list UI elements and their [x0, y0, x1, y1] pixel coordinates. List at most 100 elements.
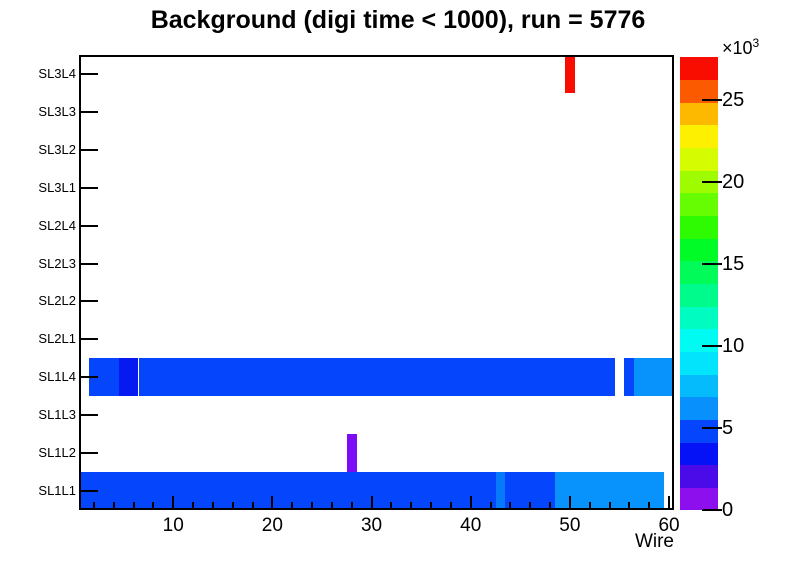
x-axis-minor-tick — [430, 502, 433, 508]
colorbar-band — [680, 487, 718, 511]
x-axis-title: Wire — [634, 531, 674, 552]
y-axis-tick — [81, 490, 98, 493]
colorbar-band — [680, 374, 718, 398]
colorbar-band — [680, 260, 718, 284]
y-axis-tick — [81, 148, 98, 151]
y-axis-tick — [81, 414, 98, 417]
y-axis-tick — [81, 186, 98, 189]
y-axis-label: SL1L2 — [38, 445, 76, 461]
x-axis-minor-tick — [588, 502, 591, 508]
colorbar-band — [680, 328, 718, 352]
x-axis-minor-tick — [390, 502, 393, 508]
plot-frame — [79, 55, 674, 510]
x-axis-minor-tick — [549, 502, 552, 508]
x-axis-minor-tick — [449, 502, 452, 508]
heatmap-cell — [346, 434, 357, 473]
y-axis-label: SL3L4 — [38, 65, 76, 81]
x-axis-major-tick — [271, 496, 274, 508]
colorbar-tick — [702, 344, 722, 347]
x-axis-minor-tick — [251, 502, 254, 508]
y-axis-tick — [81, 224, 98, 227]
y-axis-label: SL1L1 — [38, 483, 76, 499]
heatmap-cell — [79, 472, 496, 510]
colorbar-band — [680, 192, 718, 217]
x-axis-minor-tick — [648, 502, 651, 508]
heatmap-cell — [118, 358, 139, 397]
y-axis-label: SL3L2 — [38, 141, 76, 157]
x-axis-minor-tick — [231, 502, 234, 508]
colorbar-scale-label: ×103 — [722, 36, 759, 59]
heatmap-cell — [138, 358, 615, 397]
colorbar-band — [680, 147, 718, 171]
x-axis-tick-label: 60 — [658, 515, 680, 536]
x-axis-minor-tick — [152, 502, 155, 508]
y-axis-tick — [81, 262, 98, 265]
colorbar-tick-label: 10 — [722, 334, 745, 357]
y-axis-label: SL2L2 — [38, 293, 76, 309]
x-axis-minor-tick — [608, 502, 611, 508]
scale-base: ×10 — [722, 38, 753, 58]
y-axis-tick — [81, 300, 98, 303]
colorbar-tick-label: 20 — [722, 170, 745, 193]
y-axis-tick — [81, 452, 98, 455]
colorbar-tick — [702, 180, 722, 183]
x-axis-minor-tick — [330, 502, 333, 508]
x-axis-major-tick — [172, 496, 175, 508]
colorbar-band — [680, 464, 718, 488]
x-axis-minor-tick — [291, 502, 294, 508]
x-axis-tick-label: 50 — [559, 515, 581, 536]
x-axis-minor-tick — [350, 502, 353, 508]
x-axis-major-tick — [370, 496, 373, 508]
colorbar-band — [680, 351, 718, 375]
colorbar-band — [680, 442, 718, 466]
heatmap-cell — [624, 358, 635, 397]
colorbar-tick — [702, 98, 722, 101]
y-axis-label: SL2L4 — [38, 217, 76, 233]
colorbar-band — [680, 419, 718, 443]
chart-title: Background (digi time < 1000), run = 577… — [150, 6, 646, 34]
colorbar-tick — [702, 426, 722, 429]
y-axis-label: SL1L3 — [38, 407, 76, 423]
x-axis-minor-tick — [311, 502, 314, 508]
y-axis-label: SL1L4 — [38, 369, 76, 385]
x-axis-minor-tick — [410, 502, 413, 508]
x-axis-tick-label: 20 — [261, 515, 283, 536]
colorbar-band — [680, 102, 718, 126]
x-axis-major-tick — [668, 496, 671, 508]
x-axis-minor-tick — [489, 502, 492, 508]
colorbar-tick-label: 15 — [722, 252, 745, 275]
heatmap-cell — [495, 472, 506, 510]
colorbar-band — [680, 238, 718, 262]
heatmap-cell — [564, 55, 575, 93]
x-axis-minor-tick — [529, 502, 532, 508]
heatmap-cell — [634, 358, 674, 397]
colorbar-tick — [702, 509, 722, 511]
y-axis-label: SL3L1 — [38, 179, 76, 195]
y-axis-label: SL2L3 — [38, 255, 76, 271]
x-axis-major-tick — [469, 496, 472, 508]
x-axis-minor-tick — [628, 502, 631, 508]
colorbar-band — [680, 283, 718, 307]
x-axis-minor-tick — [211, 502, 214, 508]
colorbar-band — [680, 396, 718, 420]
y-axis-tick — [81, 72, 98, 75]
colorbar-band — [680, 79, 718, 103]
y-axis-tick — [81, 338, 98, 341]
x-axis-minor-tick — [92, 502, 95, 508]
colorbar-tick-label: 25 — [722, 88, 745, 111]
x-axis-minor-tick — [509, 502, 512, 508]
y-axis-label: SL2L1 — [38, 331, 76, 347]
x-axis-minor-tick — [112, 502, 115, 508]
scale-exponent: 3 — [752, 36, 760, 50]
colorbar-band — [680, 215, 718, 239]
x-axis-tick-label: 40 — [460, 515, 482, 536]
x-axis-minor-tick — [192, 502, 195, 508]
colorbar-tick — [702, 262, 722, 265]
colorbar-band — [680, 57, 718, 81]
y-axis-label: SL3L3 — [38, 103, 76, 119]
x-axis-minor-tick — [132, 502, 135, 508]
colorbar-band — [680, 170, 718, 194]
colorbar-band — [680, 306, 718, 330]
y-axis-tick — [81, 376, 98, 379]
